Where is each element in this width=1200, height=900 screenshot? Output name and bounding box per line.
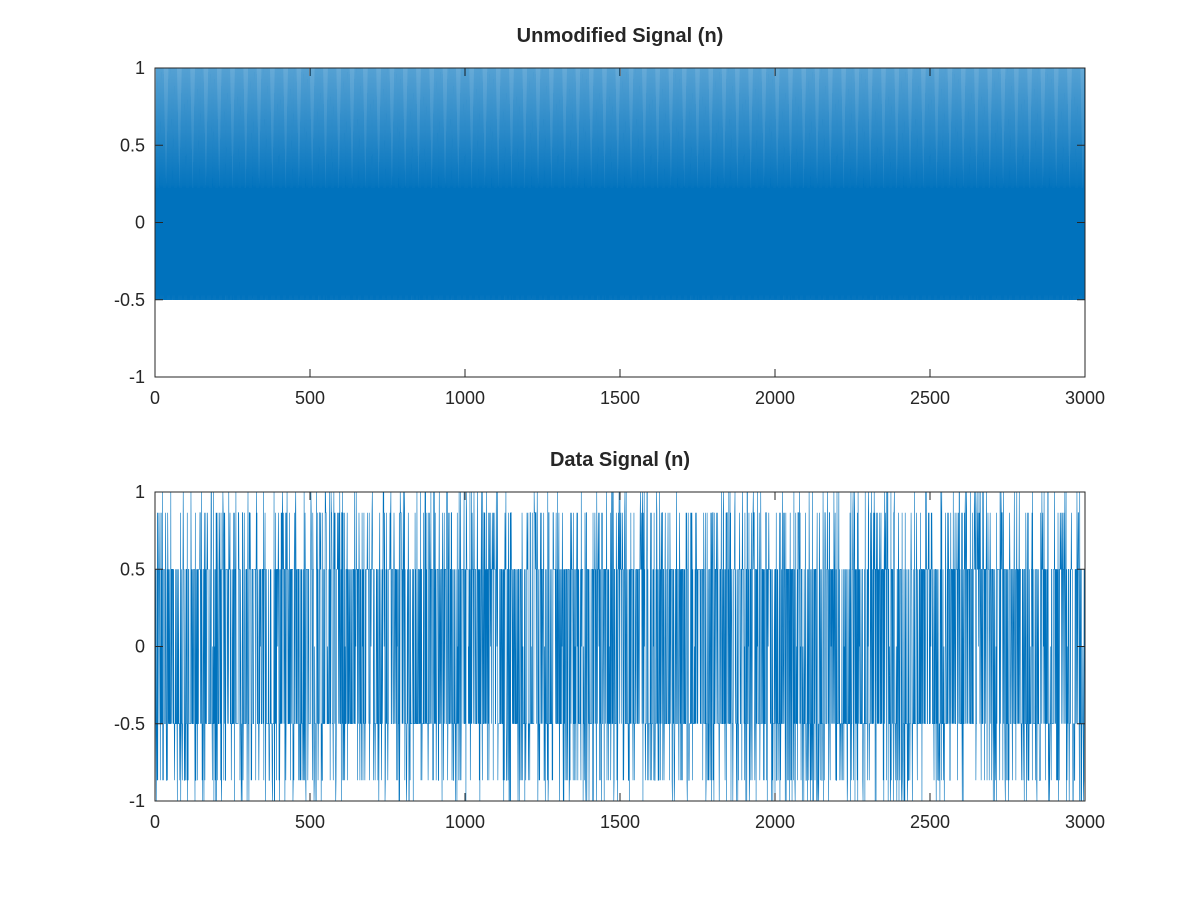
y-tick-label: 0 [135,213,145,233]
y-tick-label: 0 [135,637,145,657]
x-tick-label: 1500 [600,388,640,408]
y-tick-label: -1 [129,367,145,387]
chart-title: Data Signal (n) [550,449,690,471]
x-tick-label: 2500 [910,812,950,832]
x-tick-label: 3000 [1065,388,1105,408]
x-tick-label: 3000 [1065,812,1105,832]
x-tick-label: 2000 [755,388,795,408]
data-marks [155,491,1086,802]
axis-ticks: 0 500 1000 1500 2000 2500 3000 -1 -0.5 0 0.5 1 [114,482,1105,832]
y-tick-label: -0.5 [114,290,145,310]
x-tick-label: 1000 [445,812,485,832]
x-tick-label: 0 [150,812,160,832]
y-tick-label: 1 [135,482,145,502]
data-marks [155,67,1085,301]
y-tick-label: -1 [129,791,145,811]
x-tick-label: 1500 [600,812,640,832]
series-line [155,491,1086,802]
x-tick-label: 500 [295,812,325,832]
y-tick-label: 1 [135,58,145,78]
chart-title: Unmodified Signal (n) [517,25,724,47]
data-signal-chart: Data Signal (n) 0 500 1000 1500 2000 2500 3000… [114,449,1105,832]
x-tick-label: 500 [295,388,325,408]
y-tick-label: 0.5 [120,135,145,155]
x-tick-label: 0 [150,388,160,408]
series-line [155,67,1085,301]
axis-ticks: 0 500 1000 1500 2000 2500 3000 -1 -0.5 0 0.5 1 [114,58,1105,408]
x-tick-label: 2000 [755,812,795,832]
x-tick-label: 2500 [910,388,950,408]
y-tick-label: 0.5 [120,559,145,579]
unmodified-signal-chart: Unmodified Signal (n) 0 500 1000 1500 2000 25… [114,25,1105,408]
y-tick-label: -0.5 [114,714,145,734]
x-tick-label: 1000 [445,388,485,408]
